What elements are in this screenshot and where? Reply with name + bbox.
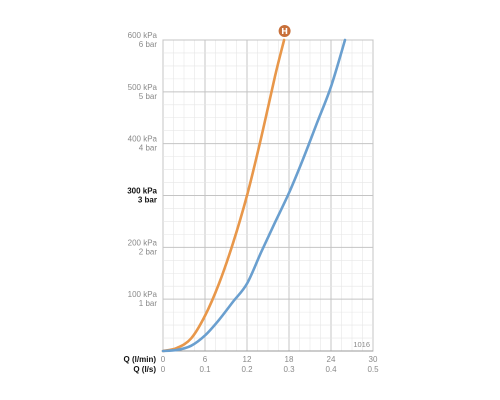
y-tick-label-bar: 4 bar (139, 144, 158, 153)
chart-code-label: 1016 (353, 340, 370, 349)
x-tick-label-lmin: 18 (285, 355, 294, 364)
x-axis-labels: 00 60.1 120.2 180.3 240.4 300.5 (161, 355, 379, 374)
x-axis-title-ls: Q (l/s) (133, 365, 156, 374)
x-tick-label-lmin: 30 (369, 355, 378, 364)
y-tick-label-kpa: 200 kPa (128, 238, 158, 247)
y-tick-label-bar: 6 bar (139, 40, 158, 49)
x-tick-label-ls: 0.4 (325, 365, 337, 374)
grid (162, 39, 374, 352)
y-tick-label-bar: 1 bar (139, 299, 158, 308)
x-tick-label-lmin: 12 (243, 355, 252, 364)
y-tick-label-kpa: 400 kPa (128, 135, 158, 144)
y-tick-label-bar: 3 bar (138, 196, 157, 205)
x-tick-label-lmin: 0 (161, 355, 166, 364)
x-tick-label-ls: 0.3 (283, 365, 295, 374)
brand-marker: H (278, 25, 291, 37)
y-tick-label-kpa: 100 kPa (128, 290, 158, 299)
series-line-1 (161, 38, 286, 353)
x-tick-label-ls: 0.5 (367, 365, 379, 374)
x-tick-label-ls: 0.1 (199, 365, 211, 374)
y-tick-label-kpa: 300 kPa (127, 187, 157, 196)
x-tick-label-lmin: 6 (203, 355, 208, 364)
x-tick-label-ls: 0 (161, 365, 166, 374)
y-tick-label-kpa: 500 kPa (128, 83, 158, 92)
y-tick-label-bar: 5 bar (139, 92, 158, 101)
series-line-2 (161, 38, 347, 353)
x-tick-label-ls: 0.2 (241, 365, 253, 374)
y-tick-label-bar: 2 bar (139, 247, 158, 256)
series-lines (161, 38, 347, 353)
marker-letter: H (281, 27, 288, 36)
y-tick-label-kpa: 600 kPa (128, 31, 158, 40)
x-tick-label-lmin: 24 (327, 355, 336, 364)
x-axis-title-lmin: Q (l/min) (124, 355, 157, 364)
marker-circle (278, 25, 291, 37)
